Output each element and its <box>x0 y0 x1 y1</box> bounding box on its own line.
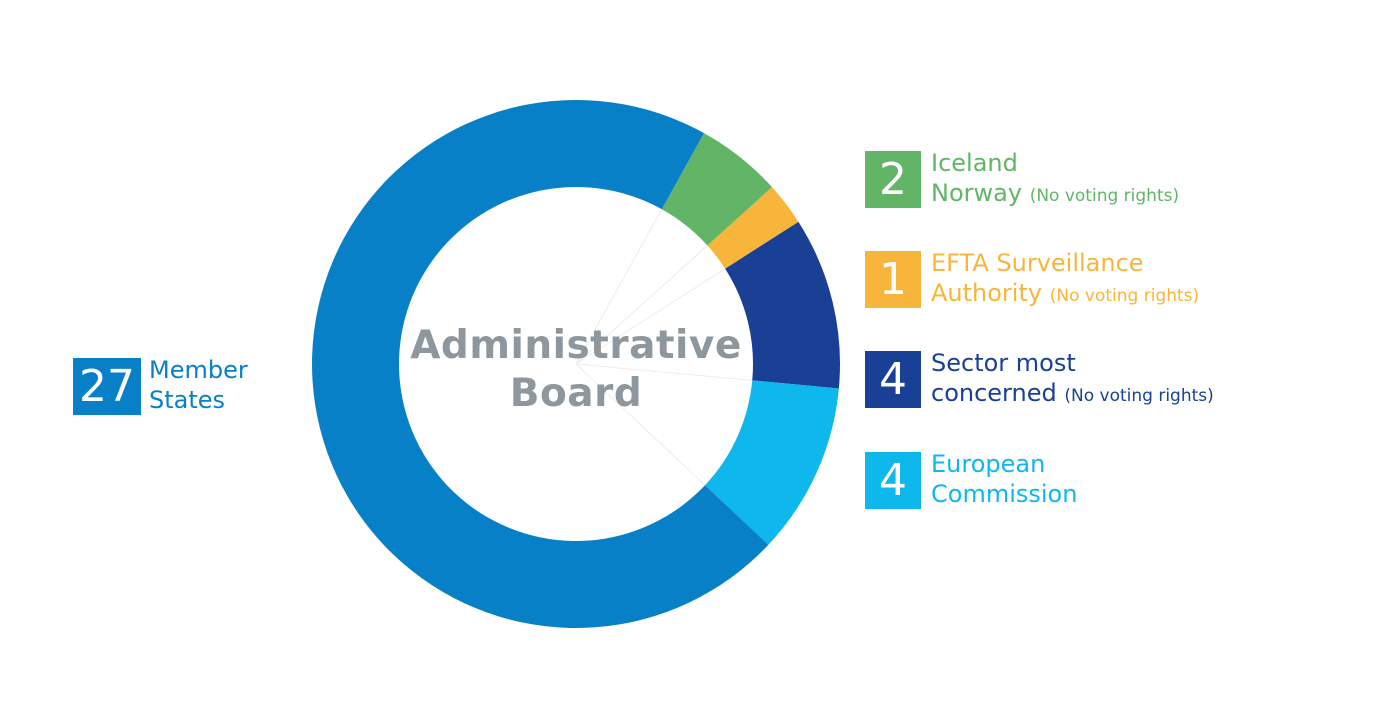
legend-item-sector: 4 Sector most concerned (No voting right… <box>865 348 1214 411</box>
legend-label-line-2: Commission <box>931 480 1078 508</box>
legend-count-badge: 1 <box>865 251 921 308</box>
legend-label-line-2: concerned <box>931 379 1057 407</box>
legend-label-line-2: Authority <box>931 279 1043 307</box>
donut-guide-line <box>575 363 753 381</box>
donut-slice-efta <box>707 187 799 269</box>
legend-count-badge: 27 <box>73 358 141 415</box>
legend-label: European Commission <box>931 449 1077 509</box>
legend-note: (No voting rights) <box>1029 186 1180 206</box>
legend-item-iceland-norway: 2 Iceland Norway (No voting rights) <box>865 148 1179 211</box>
legend-note: (No voting rights) <box>1049 286 1200 306</box>
donut-guide-line <box>575 268 726 365</box>
center-title-line-2: Board <box>509 371 643 416</box>
legend-note: (No voting rights) <box>1064 386 1214 406</box>
center-title-line-1: Administrative <box>410 323 742 368</box>
donut-slice-iceland-norway <box>661 133 773 246</box>
legend-label: Iceland Norway (No voting rights) <box>931 148 1179 211</box>
legend-label-line-2: Norway <box>931 179 1023 207</box>
legend-label-line-1: EFTA Surveillance <box>931 249 1144 277</box>
legend-label-line-1: Iceland <box>931 149 1018 177</box>
legend-label: Member States <box>149 355 248 415</box>
legend-label: Sector most concerned (No voting rights) <box>931 348 1214 411</box>
donut-guide-line <box>575 363 706 486</box>
donut-slice-member-states <box>311 100 769 629</box>
legend-label-line-2: States <box>149 386 226 414</box>
legend-item-european-commission: 4 European Commission <box>865 449 1077 509</box>
donut-slice-sector <box>725 221 840 389</box>
legend-item-member-states: 27 Member States <box>73 355 248 415</box>
chart-center-title: Administrative Board <box>376 322 776 418</box>
legend-label-line-1: Sector most <box>931 349 1076 377</box>
legend-label-line-1: European <box>931 450 1046 478</box>
legend-label-line-1: Member <box>149 356 248 384</box>
legend-count-badge: 4 <box>865 351 921 408</box>
legend-label: EFTA Surveillance Authority (No voting r… <box>931 248 1199 311</box>
donut-guide-line <box>575 208 663 365</box>
donut-slice-european-commission <box>705 380 839 545</box>
legend-count-badge: 4 <box>865 452 921 509</box>
legend-item-efta: 1 EFTA Surveillance Authority (No voting… <box>865 248 1199 311</box>
legend-count-badge: 2 <box>865 151 921 208</box>
donut-guide-line <box>575 245 708 365</box>
